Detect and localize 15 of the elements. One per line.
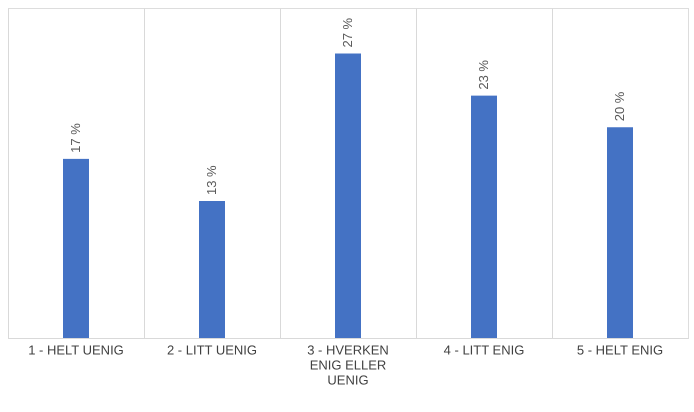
bar: [607, 127, 633, 338]
bar: [335, 54, 361, 338]
bar: [63, 158, 89, 338]
data-label: 27 %: [340, 17, 355, 48]
data-label: 13 %: [204, 164, 219, 196]
data-label: 20 %: [612, 91, 627, 122]
data-label: 23 %: [476, 60, 491, 90]
data-label: 17 %: [68, 122, 83, 153]
x-tick-label: 2 - LITT UENIG: [166, 342, 258, 358]
x-tick-label: 3 - HVERKEN ENIG ELLER UENIG: [307, 342, 389, 388]
x-tick-label: 1 - HELT UENIG: [28, 342, 124, 358]
bar: [471, 96, 497, 338]
x-tick-label: 4 - LITT ENIG: [444, 342, 524, 358]
bar: [199, 201, 225, 338]
x-tick-label: 5 - HELT ENIG: [576, 342, 664, 358]
